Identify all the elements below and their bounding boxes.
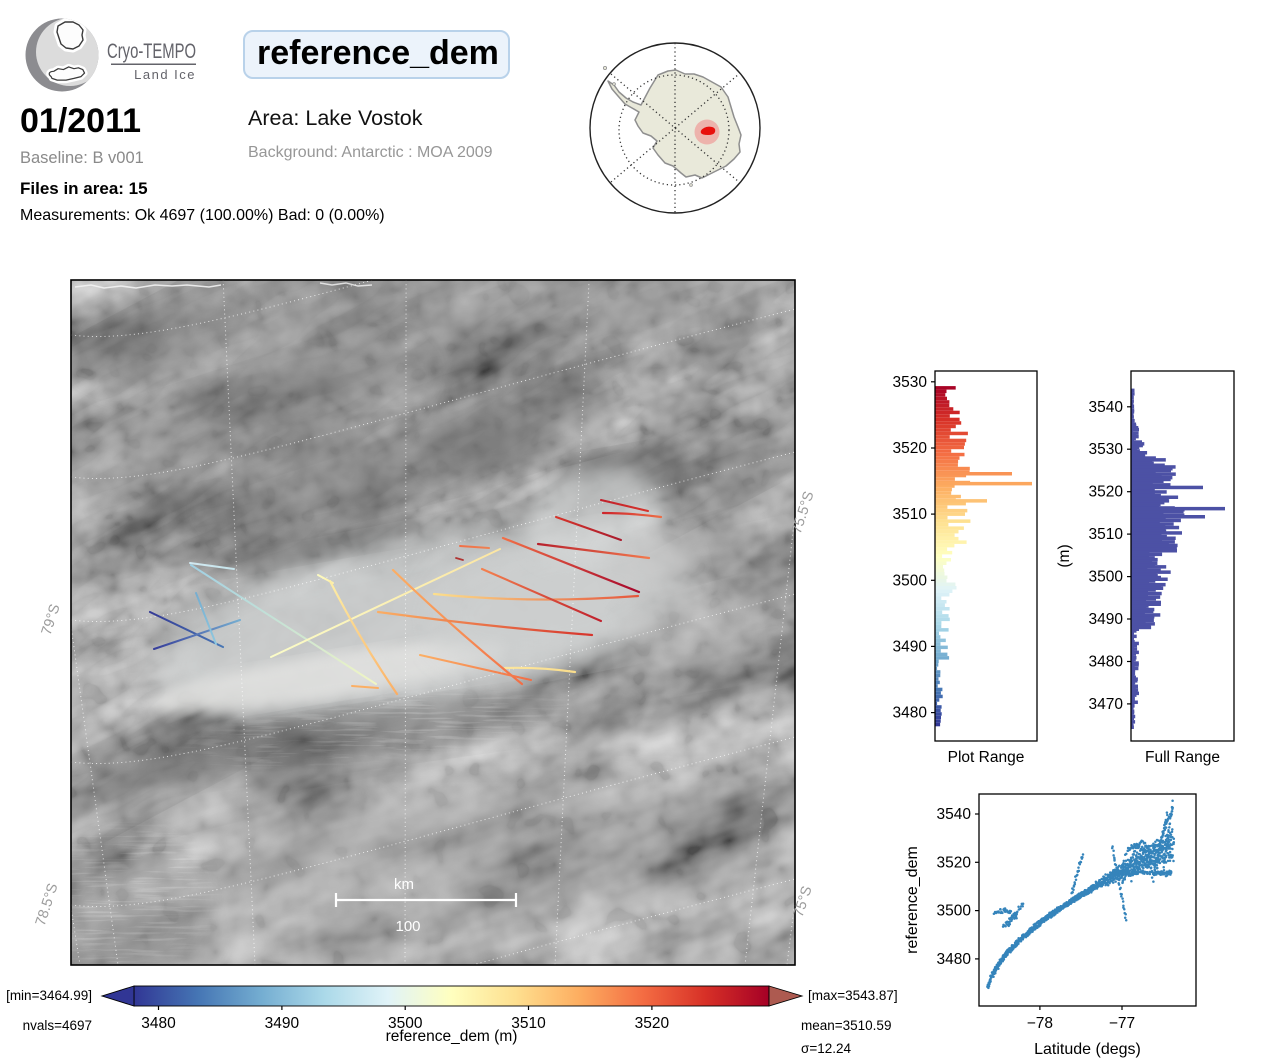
svg-text:100: 100: [395, 918, 420, 935]
svg-text:reference_dem: reference_dem: [904, 846, 921, 954]
svg-text:3510: 3510: [511, 1015, 546, 1032]
svg-text:3490: 3490: [1089, 611, 1124, 628]
svg-text:3530: 3530: [1089, 441, 1124, 458]
svg-text:reference_dem (m): reference_dem (m): [386, 1028, 518, 1045]
svg-text:3510: 3510: [1089, 526, 1124, 543]
svg-text:3500: 3500: [893, 572, 928, 589]
svg-text:Plot Range: Plot Range: [948, 749, 1025, 766]
svg-text:3520: 3520: [635, 1015, 670, 1032]
svg-text:Land Ice: Land Ice: [134, 67, 196, 82]
svg-text:Cryo-TEMPO: Cryo-TEMPO: [107, 40, 196, 63]
svg-text:3480: 3480: [893, 705, 928, 722]
svg-text:Latitude (degs): Latitude (degs): [1034, 1041, 1141, 1058]
svg-text:3530: 3530: [893, 374, 928, 391]
svg-text:3480: 3480: [141, 1015, 176, 1032]
svg-text:3470: 3470: [1089, 696, 1124, 713]
svg-text:3520: 3520: [937, 854, 972, 871]
svg-text:3500: 3500: [1089, 569, 1124, 586]
svg-text:3540: 3540: [937, 806, 972, 823]
svg-text:3500: 3500: [937, 903, 972, 920]
svg-text:−77: −77: [1109, 1015, 1135, 1032]
svg-text:3480: 3480: [937, 951, 972, 968]
svg-text:3520: 3520: [893, 440, 928, 457]
svg-text:3480: 3480: [1089, 654, 1124, 671]
svg-text:78.5°S: 78.5°S: [33, 882, 62, 929]
svg-text:−78: −78: [1027, 1015, 1053, 1032]
svg-text:3490: 3490: [265, 1015, 300, 1032]
svg-text:(m): (m): [1056, 544, 1073, 567]
svg-text:3490: 3490: [893, 638, 928, 655]
svg-text:3510: 3510: [893, 506, 928, 523]
svg-text:79°S: 79°S: [39, 602, 64, 637]
svg-text:Full Range: Full Range: [1145, 749, 1220, 766]
svg-text:3500: 3500: [388, 1015, 423, 1032]
svg-text:km: km: [394, 876, 414, 893]
svg-text:3520: 3520: [1089, 484, 1124, 501]
svg-text:3540: 3540: [1089, 399, 1124, 416]
